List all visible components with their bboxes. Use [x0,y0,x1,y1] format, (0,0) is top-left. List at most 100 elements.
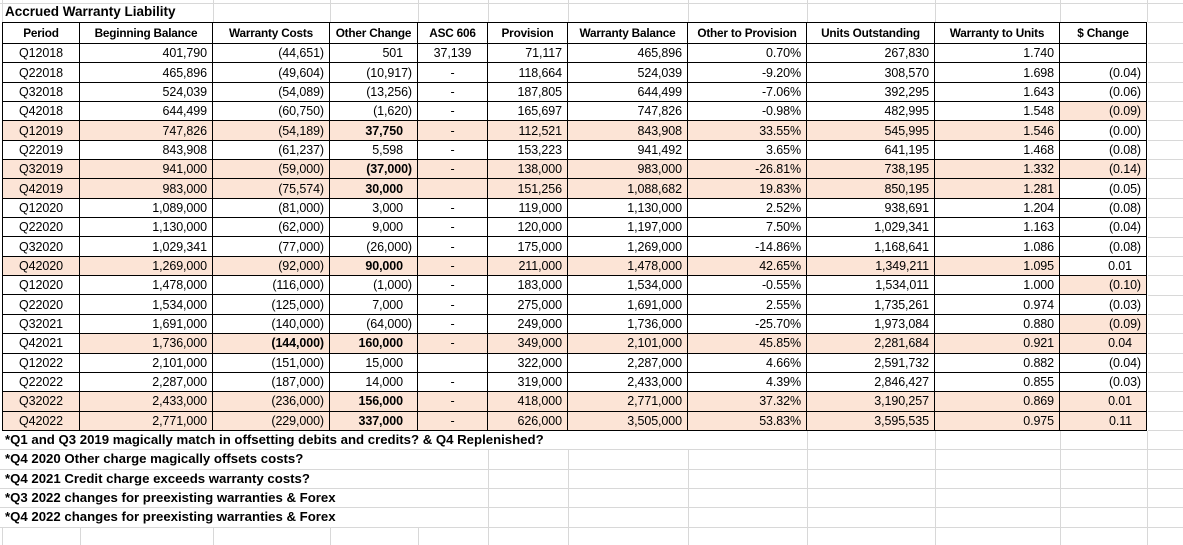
cell-warranty_to_units[interactable]: 0.869 [934,391,1060,412]
cell-asc_606[interactable]: - [417,333,488,354]
cell-units_outstanding[interactable]: 482,995 [806,101,935,122]
cell-units_outstanding[interactable]: 1,349,211 [806,255,935,277]
cell-other_to_provision[interactable]: 2.55% [687,294,807,315]
cell-period[interactable]: Q32018 [2,81,80,103]
cell-warranty_balance[interactable]: 2,771,000 [567,391,688,412]
cell-beginning_balance[interactable]: 2,287,000 [79,371,213,393]
cell-period[interactable]: Q42021 [2,333,80,354]
cell-period[interactable]: Q12019 [2,120,80,141]
cell-provision[interactable]: 165,697 [487,101,568,122]
cell-beginning_balance[interactable]: 2,771,000 [79,410,213,432]
cell-beginning_balance[interactable]: 1,269,000 [79,255,213,277]
cell-asc_606[interactable] [417,178,488,199]
cell-warranty_balance[interactable]: 1,691,000 [567,294,688,315]
cell-warranty_to_units[interactable]: 1.643 [934,81,1060,103]
cell-warranty_balance[interactable]: 1,088,682 [567,178,688,199]
cell-asc_606[interactable]: - [417,120,488,141]
cell-warranty_to_units[interactable]: 1.204 [934,197,1060,219]
cell-units_outstanding[interactable]: 3,595,535 [806,410,935,432]
cell-units_outstanding[interactable]: 267,830 [806,42,935,64]
cell-warranty_balance[interactable]: 1,197,000 [567,217,688,238]
col-header-asc-606[interactable]: ASC 606 [417,22,488,44]
cell-other_change[interactable]: 9,000 [329,217,418,238]
cell-warranty_costs[interactable]: (144,000) [212,333,330,354]
cell-warranty_costs[interactable]: (116,000) [212,275,330,296]
cell-provision[interactable]: 187,805 [487,81,568,103]
cell-warranty_balance[interactable]: 2,433,000 [567,371,688,393]
cell-other_change[interactable]: (1,000) [329,275,418,296]
cell-other_to_provision[interactable]: 33.55% [687,120,807,141]
cell-beginning_balance[interactable]: 1,534,000 [79,294,213,315]
cell-dollar_change[interactable]: (0.00) [1059,120,1147,141]
cell-dollar_change[interactable]: 0.04 [1059,333,1147,354]
cell-period[interactable]: Q22020 [2,217,80,238]
cell-warranty_balance[interactable]: 644,499 [567,81,688,103]
cell-warranty_to_units[interactable]: 0.880 [934,313,1060,335]
cell-warranty_balance[interactable]: 524,039 [567,62,688,83]
cell-other_to_provision[interactable]: 3.65% [687,139,807,161]
cell-other_change[interactable]: 30,000 [329,178,418,199]
cell-warranty_to_units[interactable]: 1.698 [934,62,1060,83]
cell-period[interactable]: Q42019 [2,178,80,199]
cell-warranty_to_units[interactable]: 1.086 [934,236,1060,257]
col-header-other-to-provision[interactable]: Other to Provision [687,22,807,44]
cell-period[interactable]: Q22022 [2,371,80,393]
cell-asc_606[interactable]: - [417,159,488,180]
cell-asc_606[interactable]: - [417,101,488,122]
cell-other_change[interactable]: (37,000) [329,159,418,180]
col-header-warranty-costs[interactable]: Warranty Costs [212,22,330,44]
cell-dollar_change[interactable]: (0.08) [1059,236,1147,257]
cell-warranty_balance[interactable]: 1,130,000 [567,197,688,219]
col-header-warranty-balance[interactable]: Warranty Balance [567,22,688,44]
cell-other_to_provision[interactable]: 0.70% [687,42,807,64]
cell-other_change[interactable]: 7,000 [329,294,418,315]
cell-provision[interactable]: 71,117 [487,42,568,64]
cell-provision[interactable]: 319,000 [487,371,568,393]
cell-provision[interactable]: 211,000 [487,255,568,277]
cell-provision[interactable]: 418,000 [487,391,568,412]
cell-provision[interactable]: 183,000 [487,275,568,296]
cell-period[interactable]: Q12020 [2,275,80,296]
cell-period[interactable]: Q32019 [2,159,80,180]
cell-other_to_provision[interactable]: 42.65% [687,255,807,277]
cell-asc_606[interactable]: - [417,139,488,161]
cell-other_change[interactable]: 160,000 [329,333,418,354]
cell-other_to_provision[interactable]: -26.81% [687,159,807,180]
col-header-units-outstanding[interactable]: Units Outstanding [806,22,935,44]
cell-units_outstanding[interactable]: 1,168,641 [806,236,935,257]
cell-other_change[interactable]: 37,750 [329,120,418,141]
cell-other_change[interactable]: (64,000) [329,313,418,335]
cell-other_change[interactable]: 14,000 [329,371,418,393]
cell-period[interactable]: Q22018 [2,62,80,83]
cell-warranty_to_units[interactable]: 1.740 [934,42,1060,64]
cell-asc_606[interactable]: - [417,391,488,412]
cell-other_to_provision[interactable]: 45.85% [687,333,807,354]
cell-units_outstanding[interactable]: 738,195 [806,159,935,180]
cell-warranty_costs[interactable]: (151,000) [212,352,330,373]
cell-asc_606[interactable]: - [417,197,488,219]
cell-beginning_balance[interactable]: 1,029,341 [79,236,213,257]
cell-asc_606[interactable]: - [417,62,488,83]
cell-warranty_to_units[interactable]: 1.095 [934,255,1060,277]
cell-warranty_balance[interactable]: 1,736,000 [567,313,688,335]
cell-period[interactable]: Q22020 [2,294,80,315]
cell-units_outstanding[interactable]: 392,295 [806,81,935,103]
cell-warranty_balance[interactable]: 1,534,000 [567,275,688,296]
col-header-dollar-change[interactable]: $ Change [1059,22,1147,44]
cell-dollar_change[interactable]: (0.03) [1059,371,1147,393]
cell-warranty_costs[interactable]: (187,000) [212,371,330,393]
cell-units_outstanding[interactable]: 2,846,427 [806,371,935,393]
cell-warranty_to_units[interactable]: 1.548 [934,101,1060,122]
cell-units_outstanding[interactable]: 850,195 [806,178,935,199]
cell-warranty_costs[interactable]: (59,000) [212,159,330,180]
cell-warranty_balance[interactable]: 1,269,000 [567,236,688,257]
cell-warranty_to_units[interactable]: 1.163 [934,217,1060,238]
cell-warranty_to_units[interactable]: 0.855 [934,371,1060,393]
cell-dollar_change[interactable]: (0.05) [1059,178,1147,199]
cell-warranty_balance[interactable]: 843,908 [567,120,688,141]
cell-warranty_to_units[interactable]: 0.921 [934,333,1060,354]
cell-asc_606[interactable]: - [417,313,488,335]
cell-asc_606[interactable]: - [417,275,488,296]
cell-other_to_provision[interactable]: 19.83% [687,178,807,199]
cell-other_change[interactable]: (10,917) [329,62,418,83]
